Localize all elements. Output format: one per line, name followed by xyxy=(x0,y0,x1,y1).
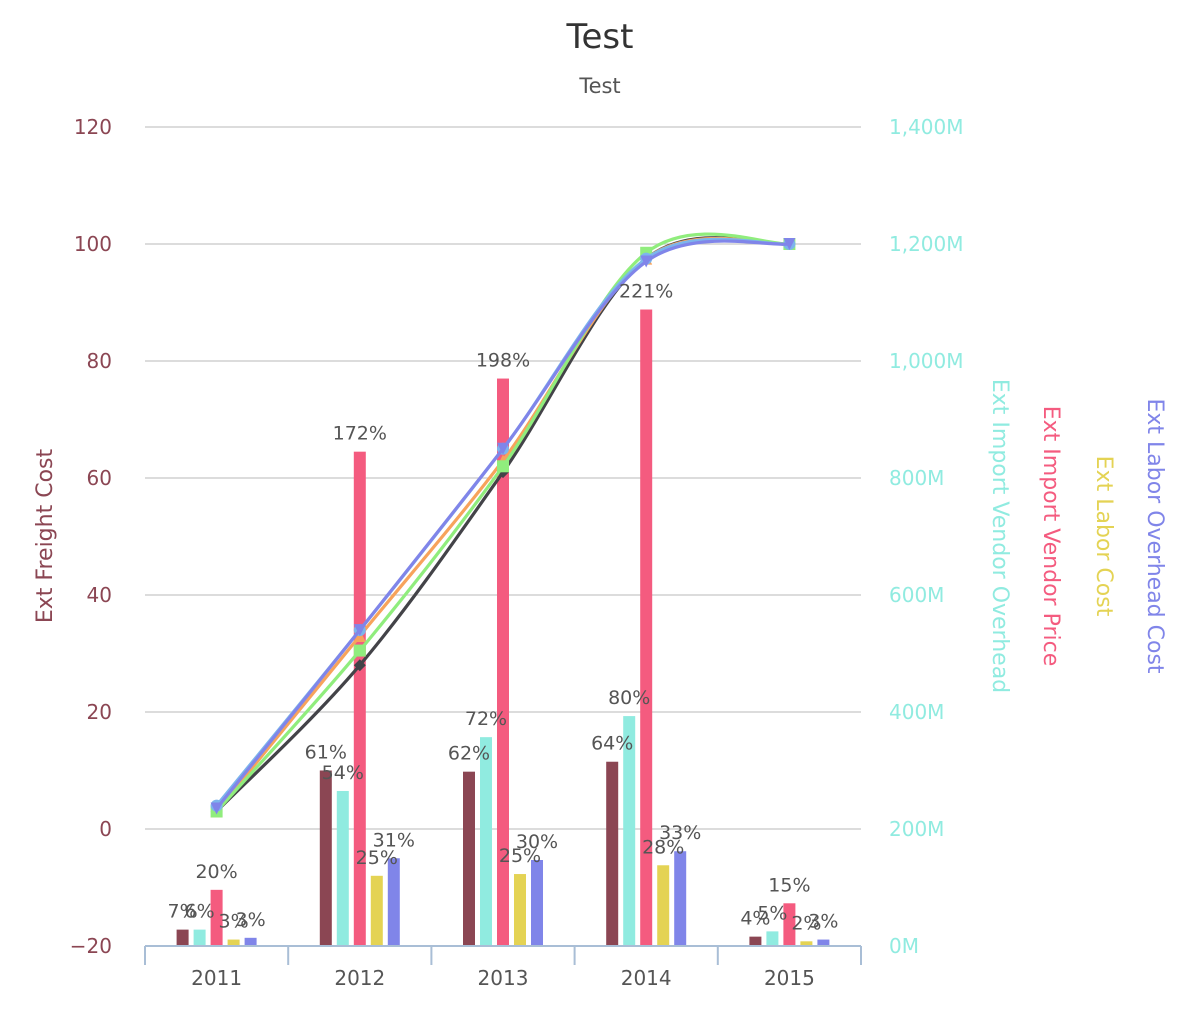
bar-data-label: 3% xyxy=(808,911,838,933)
bar xyxy=(783,903,796,946)
right-axis-title: Ext Import Vendor Overhead xyxy=(987,379,1012,693)
bar-data-label: 62% xyxy=(448,743,490,765)
bar-data-label: 7% xyxy=(168,901,198,923)
bar xyxy=(463,771,475,946)
bar-data-label: 61% xyxy=(305,742,347,764)
bar-data-label: 28% xyxy=(642,836,684,858)
bar xyxy=(657,865,670,946)
bar-data-label: 20% xyxy=(195,861,237,883)
bar-data-label: 33% xyxy=(659,822,701,844)
left-axis-tick-label: 60 xyxy=(87,466,112,490)
right-axis-tick-label: 400M xyxy=(889,700,944,724)
line-point xyxy=(353,644,366,657)
bar xyxy=(387,858,400,946)
right-axis-tick-label: 600M xyxy=(889,583,944,607)
line-point xyxy=(353,659,366,672)
line-series xyxy=(215,239,790,810)
bar xyxy=(531,860,543,946)
left-axis-tick-label: 80 xyxy=(87,349,112,373)
bar xyxy=(674,851,687,946)
left-axis-title: Ext Freight Cost xyxy=(33,449,58,624)
bar-series-group xyxy=(176,309,830,946)
line-point xyxy=(353,624,366,637)
bar xyxy=(336,790,349,946)
line-point xyxy=(210,802,223,815)
bar-data-label: 221% xyxy=(619,281,673,303)
bar-data-label: 64% xyxy=(591,733,633,755)
chart-subtitle: Test xyxy=(578,74,620,98)
bar-data-label: 172% xyxy=(333,423,387,445)
bar-data-label: 198% xyxy=(476,350,530,372)
data-labels: 7% 61% 62% 64% 4% 6% 54% 72% 80% 5% 20% 172% 198% 221… xyxy=(168,281,839,935)
bar xyxy=(817,939,830,946)
x-axis-tick-label: 2015 xyxy=(764,966,815,990)
left-axis-tick-label: 0 xyxy=(99,817,112,841)
bar xyxy=(353,451,366,946)
bar xyxy=(623,716,636,946)
bar-data-label: 72% xyxy=(465,708,507,730)
right-axis-tick-label: 800M xyxy=(889,466,944,490)
bar-data-label: 31% xyxy=(373,829,415,851)
right-axis-tick-label: 1,200M xyxy=(889,232,964,256)
bar xyxy=(749,936,762,946)
right-axis-tick-label: 200M xyxy=(889,817,944,841)
bar xyxy=(227,939,240,946)
x-axis-tick-label: 2012 xyxy=(334,966,385,990)
bar xyxy=(640,309,653,946)
bar xyxy=(210,889,223,946)
bar-data-label: 15% xyxy=(768,874,810,896)
right-axis-tick-label: 1,400M xyxy=(889,115,964,139)
bar xyxy=(319,770,332,946)
left-axis-tick-label: 100 xyxy=(74,232,112,256)
bar-data-label: 5% xyxy=(757,902,787,924)
chart-title: Test xyxy=(566,17,634,57)
bar-data-label: 4% xyxy=(740,908,770,930)
right-axis-tick-label: 1,000M xyxy=(889,349,964,373)
bar-data-label: 2% xyxy=(791,912,821,934)
left-axis-tick-label: −20 xyxy=(70,934,112,958)
bar-data-label: 54% xyxy=(322,762,364,784)
line-point xyxy=(497,442,509,455)
bar-data-label: 25% xyxy=(499,845,541,867)
left-axis-tick-label: 20 xyxy=(87,700,112,724)
line-point xyxy=(497,460,509,473)
line-series-group xyxy=(210,232,796,818)
right-axis-title: Ext Labor Overhead Cost xyxy=(1142,398,1167,673)
bar xyxy=(244,937,257,946)
x-axis-tick-label: 2011 xyxy=(191,966,242,990)
right-axis-title: Ext Labor Cost xyxy=(1091,456,1116,617)
left-axis-tick-label: 40 xyxy=(87,583,112,607)
bar-data-label: 80% xyxy=(608,687,650,709)
bar-data-label: 25% xyxy=(356,847,398,869)
bar xyxy=(606,761,619,946)
right-axis-title: Ext Import Vendor Price xyxy=(1038,406,1063,667)
bar-data-label: 3% xyxy=(236,909,266,931)
bar xyxy=(514,874,526,946)
bar xyxy=(480,737,492,946)
bar xyxy=(193,929,206,946)
bar-data-label: 30% xyxy=(516,831,558,853)
bar xyxy=(370,875,383,946)
bar xyxy=(497,378,509,946)
line-point xyxy=(640,255,653,268)
bar-data-label: 6% xyxy=(185,901,215,923)
x-axis-tick-label: 2013 xyxy=(478,966,529,990)
bar xyxy=(766,931,779,946)
bar xyxy=(800,941,813,946)
axes: 120 1,400M 100 1,200M 80 1,000M 60 800M 40 600M 20… xyxy=(33,115,1167,990)
bar xyxy=(176,929,189,946)
line-point xyxy=(783,238,796,250)
right-axis-tick-label: 0M xyxy=(889,934,919,958)
x-axis-tick-label: 2014 xyxy=(621,966,672,990)
left-axis-tick-label: 120 xyxy=(74,115,112,139)
bar-data-label: 3% xyxy=(219,911,249,933)
